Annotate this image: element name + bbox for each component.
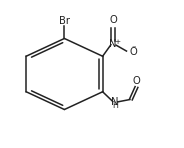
Text: N: N [111, 97, 118, 107]
Text: H: H [112, 101, 118, 110]
Text: O: O [133, 76, 140, 86]
Text: ⁻: ⁻ [131, 45, 136, 53]
Text: O: O [109, 15, 117, 25]
Text: O: O [130, 47, 137, 57]
Text: Br: Br [59, 16, 70, 26]
Text: +: + [114, 39, 120, 45]
Text: N: N [109, 39, 117, 49]
